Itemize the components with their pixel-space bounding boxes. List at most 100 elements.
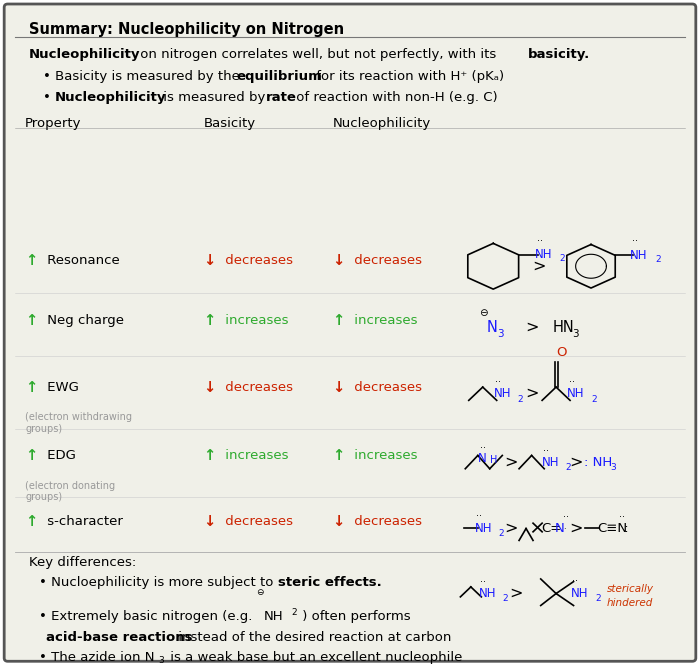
Text: acid-base reactions: acid-base reactions bbox=[46, 631, 192, 645]
Text: Property: Property bbox=[25, 117, 82, 130]
Text: increases: increases bbox=[350, 314, 417, 327]
Text: 2: 2 bbox=[655, 255, 661, 264]
Text: NH: NH bbox=[494, 387, 512, 400]
Text: >: > bbox=[504, 521, 517, 536]
Text: ..: .. bbox=[480, 574, 486, 584]
Text: is a weak base but an excellent nucleophile: is a weak base but an excellent nucleoph… bbox=[167, 651, 463, 664]
Text: increases: increases bbox=[350, 449, 417, 462]
Text: • Nucloephilicity is more subject to: • Nucloephilicity is more subject to bbox=[39, 576, 278, 589]
Text: 3: 3 bbox=[158, 656, 164, 665]
Text: NH: NH bbox=[479, 587, 496, 600]
Text: NH: NH bbox=[630, 249, 648, 262]
Text: HN: HN bbox=[552, 320, 574, 335]
Text: decreases: decreases bbox=[350, 381, 422, 393]
Text: N: N bbox=[478, 452, 487, 466]
Text: Basicity: Basicity bbox=[203, 117, 256, 130]
Text: ↑: ↑ bbox=[25, 514, 37, 529]
Text: (electron withdrawing
groups): (electron withdrawing groups) bbox=[25, 412, 132, 434]
Text: ..: .. bbox=[563, 509, 569, 519]
Text: EWG: EWG bbox=[43, 381, 78, 393]
Text: ↑: ↑ bbox=[25, 448, 37, 463]
Text: 3: 3 bbox=[610, 463, 615, 472]
Text: C=: C= bbox=[541, 522, 561, 535]
Text: for its reaction with H⁺ (pKₐ): for its reaction with H⁺ (pKₐ) bbox=[312, 70, 505, 84]
Text: ..: .. bbox=[572, 573, 578, 583]
Text: basicity.: basicity. bbox=[528, 49, 590, 61]
Text: N: N bbox=[554, 522, 564, 535]
Text: ..: .. bbox=[480, 440, 486, 450]
Text: rate: rate bbox=[265, 91, 296, 104]
Text: ↓: ↓ bbox=[332, 379, 345, 395]
Text: NH: NH bbox=[263, 610, 283, 623]
Text: >: > bbox=[525, 386, 538, 401]
Text: ↓: ↓ bbox=[203, 514, 216, 529]
Text: Key differences:: Key differences: bbox=[29, 556, 136, 569]
Text: : NH: : NH bbox=[584, 456, 612, 469]
Text: :: : bbox=[620, 522, 629, 535]
Text: 3: 3 bbox=[572, 329, 579, 339]
Text: 2: 2 bbox=[291, 608, 297, 617]
Text: 2: 2 bbox=[591, 395, 596, 403]
Text: N: N bbox=[486, 320, 497, 335]
Text: 3: 3 bbox=[498, 329, 504, 339]
Text: ..: .. bbox=[542, 443, 549, 453]
Text: ↓: ↓ bbox=[332, 253, 345, 269]
Text: ) often performs: ) often performs bbox=[298, 610, 411, 623]
Text: >: > bbox=[532, 259, 545, 274]
Text: sterically: sterically bbox=[607, 584, 654, 595]
Text: ↑: ↑ bbox=[203, 313, 216, 328]
Text: Nucleophilicity: Nucleophilicity bbox=[332, 117, 430, 130]
Text: ..: .. bbox=[477, 508, 482, 518]
Text: ..: .. bbox=[568, 375, 575, 384]
Text: NH: NH bbox=[475, 522, 493, 535]
Text: decreases: decreases bbox=[220, 255, 293, 267]
Text: decreases: decreases bbox=[220, 515, 293, 528]
Text: of reaction with non-H (e.g. C): of reaction with non-H (e.g. C) bbox=[292, 91, 498, 104]
Text: Neg charge: Neg charge bbox=[43, 314, 124, 327]
Text: >: > bbox=[525, 320, 538, 335]
Text: ↑: ↑ bbox=[25, 379, 37, 395]
Text: Nucleophilicity: Nucleophilicity bbox=[55, 91, 166, 104]
Text: 2: 2 bbox=[565, 463, 570, 472]
Text: 2: 2 bbox=[595, 595, 601, 603]
Text: instead of the desired reaction at carbon: instead of the desired reaction at carbo… bbox=[174, 631, 452, 645]
Text: ↑: ↑ bbox=[203, 448, 216, 463]
Text: ↑: ↑ bbox=[25, 253, 37, 269]
Text: ↑: ↑ bbox=[25, 313, 37, 328]
Text: 2: 2 bbox=[503, 595, 508, 603]
Text: ⊖: ⊖ bbox=[480, 308, 488, 318]
Text: increases: increases bbox=[220, 449, 288, 462]
Text: ..: .. bbox=[632, 233, 638, 243]
Text: on nitrogen correlates well, but not perfectly, with its: on nitrogen correlates well, but not per… bbox=[136, 49, 500, 61]
Text: ..: .. bbox=[496, 375, 501, 384]
Text: is measured by: is measured by bbox=[159, 91, 270, 104]
Text: ↓: ↓ bbox=[203, 253, 216, 269]
Text: decreases: decreases bbox=[220, 381, 293, 393]
FancyBboxPatch shape bbox=[4, 4, 696, 661]
Text: NH: NH bbox=[570, 587, 588, 600]
Text: NH: NH bbox=[567, 387, 584, 400]
Text: ↑: ↑ bbox=[332, 448, 345, 463]
Text: 2: 2 bbox=[518, 395, 524, 403]
Text: increases: increases bbox=[220, 314, 288, 327]
Text: NH: NH bbox=[541, 456, 559, 469]
Text: ⊖: ⊖ bbox=[256, 588, 264, 597]
Text: >: > bbox=[570, 455, 583, 470]
Text: EDG: EDG bbox=[43, 449, 76, 462]
Text: C≡N: C≡N bbox=[597, 522, 627, 535]
Text: decreases: decreases bbox=[350, 255, 422, 267]
Text: steric effects.: steric effects. bbox=[278, 576, 382, 589]
Text: ↓: ↓ bbox=[203, 379, 216, 395]
Text: ↑: ↑ bbox=[332, 313, 345, 328]
Text: s-character: s-character bbox=[43, 515, 122, 528]
Text: Nucleophilicity: Nucleophilicity bbox=[29, 49, 140, 61]
Text: Resonance: Resonance bbox=[43, 255, 120, 267]
Text: NH: NH bbox=[535, 248, 552, 261]
Text: • Extremely basic nitrogen (e.g.: • Extremely basic nitrogen (e.g. bbox=[39, 610, 257, 623]
Text: 2: 2 bbox=[560, 255, 566, 263]
Text: H: H bbox=[490, 455, 497, 465]
Text: ..: .. bbox=[619, 509, 625, 519]
Text: • Basicity is measured by the: • Basicity is measured by the bbox=[43, 70, 244, 84]
Text: >: > bbox=[570, 521, 583, 536]
Text: O: O bbox=[556, 346, 566, 359]
